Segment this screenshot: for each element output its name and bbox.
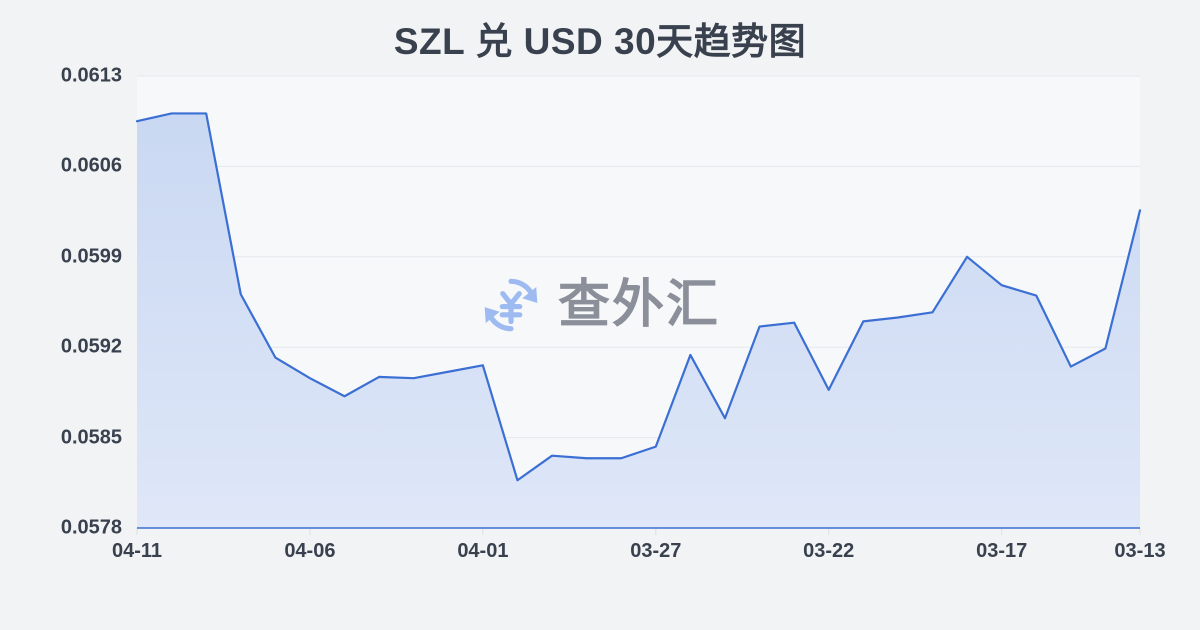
x-axis-tick-4: 03-22 bbox=[803, 540, 855, 562]
x-gridlines bbox=[136, 528, 1141, 535]
y-axis-tick-4: 0.0585 bbox=[60, 426, 122, 449]
x-axis-tick-0: 04-11 bbox=[111, 540, 163, 562]
series-line bbox=[135, 112, 1142, 482]
y-axis-tick-2: 0.0599 bbox=[60, 245, 122, 268]
y-axis-tick-1: 0.0606 bbox=[60, 154, 122, 177]
x-axis-tick-2: 04-01 bbox=[457, 540, 509, 562]
series-area bbox=[137, 113, 1140, 528]
x-axis-tick-5: 03-17 bbox=[976, 540, 1028, 562]
y-axis-tick-5: 0.0578 bbox=[60, 516, 122, 539]
chart-title: SZL 兑 USD 30天趋势图 bbox=[393, 21, 807, 62]
x-axis-tick-6: 03-13 bbox=[1114, 540, 1166, 562]
y-axis-tick-0: 0.0613 bbox=[60, 64, 122, 87]
x-axis-tick-1: 04-06 bbox=[284, 540, 336, 562]
x-axis-tick-3: 03-27 bbox=[630, 540, 682, 562]
y-axis-tick-3: 0.0592 bbox=[60, 335, 122, 358]
